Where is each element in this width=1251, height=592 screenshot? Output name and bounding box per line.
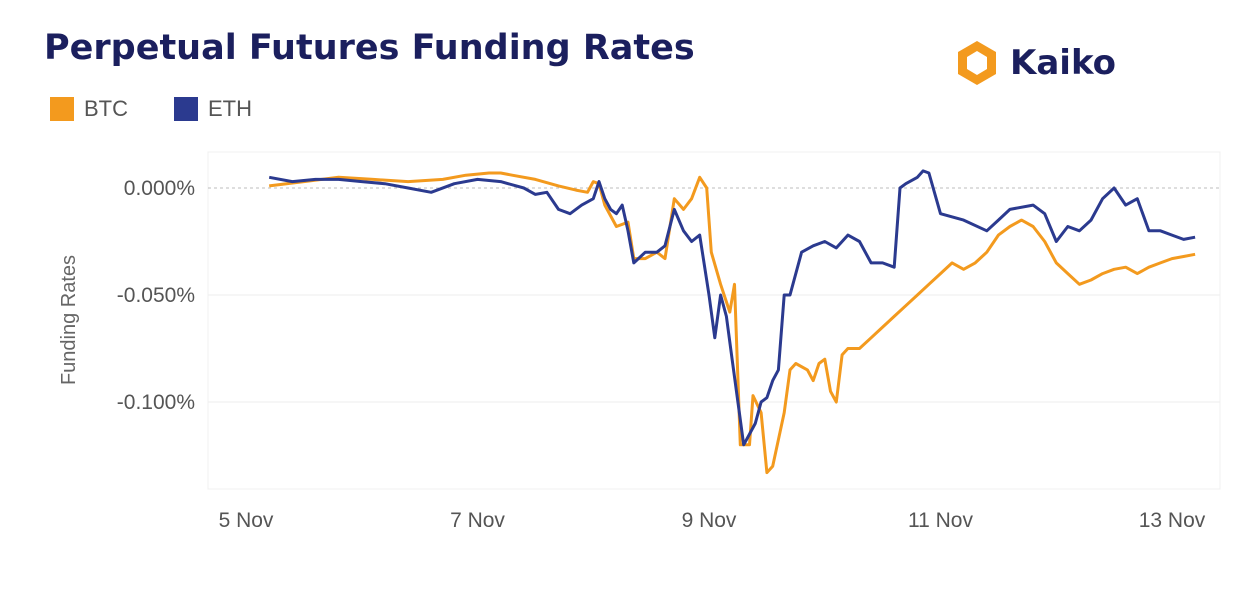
series-line-btc[interactable] [269,171,1196,475]
x-tick-label: 7 Nov [450,509,505,532]
series-line-eth[interactable] [268,169,1196,447]
y-tick-label: -0.050% [117,284,195,307]
legend-swatch-btc [50,97,74,121]
legend-swatch-eth [174,97,198,121]
legend-label-btc: BTC [84,96,128,121]
x-tick-label: 9 Nov [682,509,737,532]
kaiko-logo-icon [958,41,996,85]
legend-item-eth[interactable]: ETH [174,96,252,122]
x-tick-label: 13 Nov [1139,509,1206,532]
series-lines [268,169,1196,475]
legend-item-btc[interactable]: BTC [50,96,128,122]
y-tick-labels: 0.000% -0.050% -0.100% [117,177,195,414]
grid-lines [208,187,1220,403]
y-tick-label: -0.100% [117,391,195,414]
legend-label-eth: ETH [208,96,252,121]
x-tick-label: 11 Nov [908,509,973,532]
plot-area [207,151,1221,490]
chart-legend: BTC ETH [50,96,298,122]
y-tick-label: 0.000% [124,177,195,200]
chart-title: Perpetual Futures Funding Rates [44,28,695,68]
x-tick-label: 5 Nov [219,509,274,532]
kaiko-logo: Kaiko [952,38,1116,88]
y-axis-title: Funding Rates [58,255,80,385]
x-tick-labels: 5 Nov 7 Nov 9 Nov 11 Nov 13 Nov [219,509,1206,532]
logo-text: Kaiko [1010,43,1117,83]
